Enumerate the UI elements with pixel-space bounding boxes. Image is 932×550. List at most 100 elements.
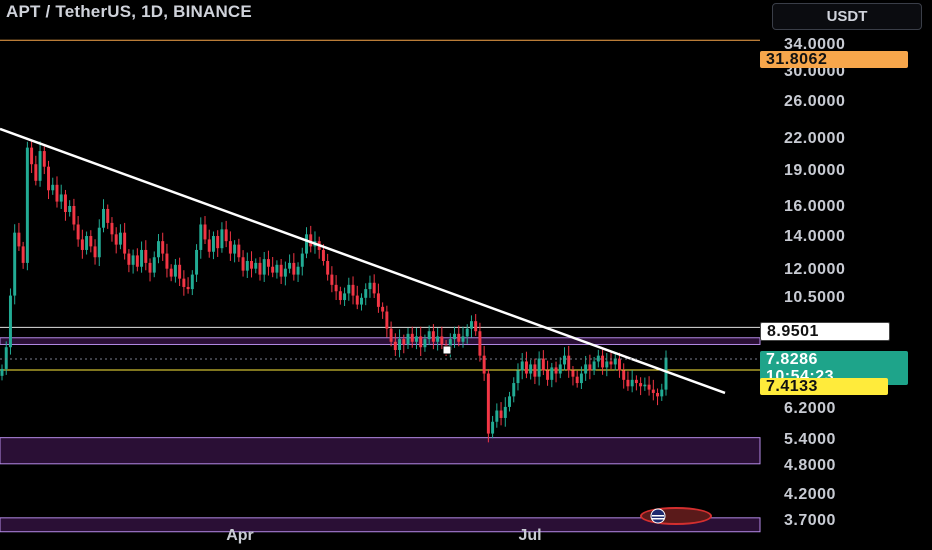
- candle-body: [508, 396, 511, 407]
- candle-body: [161, 241, 165, 254]
- candle-body: [575, 376, 579, 384]
- price-tag-resistance: 31.8062: [760, 51, 908, 68]
- candle-body: [110, 222, 114, 235]
- y-tick: 22.0000: [784, 130, 846, 147]
- demand-zone: [0, 437, 761, 465]
- candle-body: [55, 184, 59, 202]
- candle-body: [114, 234, 118, 245]
- candle-body: [647, 384, 651, 390]
- candle-body: [123, 232, 127, 254]
- candle-body: [398, 339, 402, 351]
- candle-body: [178, 264, 182, 279]
- candle-body: [106, 208, 110, 223]
- candle-body: [414, 336, 418, 342]
- candle-body: [30, 147, 34, 165]
- candle-body: [118, 232, 122, 245]
- candle-body: [520, 361, 524, 371]
- marker-box: [442, 345, 452, 355]
- candle-body: [343, 293, 347, 301]
- candle-body: [634, 379, 638, 384]
- candle-body: [266, 259, 270, 267]
- candle-body: [42, 151, 46, 167]
- candle-body: [563, 355, 566, 365]
- candle-body: [127, 253, 131, 265]
- candle-body: [254, 262, 258, 269]
- candle-body: [258, 262, 262, 275]
- candle-body: [660, 389, 664, 397]
- candle-body: [558, 364, 562, 374]
- candle-body: [4, 347, 8, 369]
- candle-body: [72, 205, 76, 225]
- candle-body: [372, 282, 376, 294]
- candle-body: [233, 244, 237, 254]
- candle-body: [148, 262, 152, 273]
- candle-body: [474, 321, 478, 332]
- candle-body: [427, 331, 431, 340]
- candle-body: [639, 383, 643, 387]
- candle-body: [364, 289, 368, 298]
- candle-body: [355, 295, 359, 305]
- candle-body: [283, 268, 287, 277]
- candle-body: [300, 253, 304, 267]
- candle-body: [554, 367, 558, 374]
- candle-body: [38, 151, 42, 181]
- candle-body: [13, 232, 17, 296]
- candle-body: [436, 336, 440, 342]
- candle-body: [431, 331, 435, 342]
- trendline: [0, 127, 726, 395]
- candle-body: [51, 184, 55, 191]
- candle-body: [237, 244, 241, 258]
- candle-body: [571, 370, 575, 377]
- candle-body: [228, 241, 232, 254]
- candle-body: [288, 262, 292, 269]
- y-tick: 3.7000: [784, 512, 836, 529]
- candle-body: [190, 274, 194, 290]
- candle-body: [533, 364, 537, 377]
- demand-zone: [0, 517, 761, 533]
- candle-body: [21, 246, 25, 263]
- candle-body: [453, 333, 457, 340]
- candle-body: [584, 364, 588, 374]
- candle-body: [195, 249, 199, 275]
- candle-body: [630, 379, 634, 387]
- candle-body: [245, 261, 249, 271]
- candle-body: [385, 311, 389, 329]
- demand-zone: [0, 337, 761, 345]
- candle-body: [211, 236, 215, 252]
- last-price-value: 7.8286: [766, 351, 818, 368]
- candle-body: [309, 234, 313, 247]
- candle-body: [499, 410, 503, 418]
- candle-body: [169, 268, 173, 277]
- candle-body: [186, 286, 190, 290]
- candle-body: [419, 336, 423, 348]
- candle-body: [609, 361, 613, 365]
- candle-body: [524, 361, 528, 374]
- candle-body: [338, 291, 342, 301]
- candle-body: [567, 355, 571, 371]
- candle-body: [292, 262, 296, 275]
- candle-body: [157, 241, 160, 258]
- candle-body: [491, 421, 495, 434]
- candle-body: [135, 255, 139, 267]
- flag-icon[interactable]: [638, 506, 714, 526]
- candle-body: [207, 239, 211, 252]
- candle-body: [516, 370, 520, 384]
- candle-body: [173, 264, 177, 277]
- candle-body: [626, 379, 630, 387]
- candle-body: [165, 253, 169, 269]
- candle-body: [203, 224, 207, 240]
- candle-body: [102, 208, 105, 228]
- x-tick-apr: Apr: [226, 527, 254, 544]
- candle-body: [402, 339, 406, 345]
- candle-body: [224, 229, 228, 242]
- candle-body: [368, 282, 372, 290]
- candle-body: [381, 306, 385, 312]
- candle-body: [279, 264, 283, 277]
- candle-body: [643, 384, 647, 387]
- currency-button[interactable]: USDT: [772, 3, 922, 30]
- candle-body: [182, 278, 186, 287]
- candle-body: [296, 266, 300, 275]
- y-tick: 12.0000: [784, 261, 846, 278]
- y-tick: 5.4000: [784, 431, 836, 448]
